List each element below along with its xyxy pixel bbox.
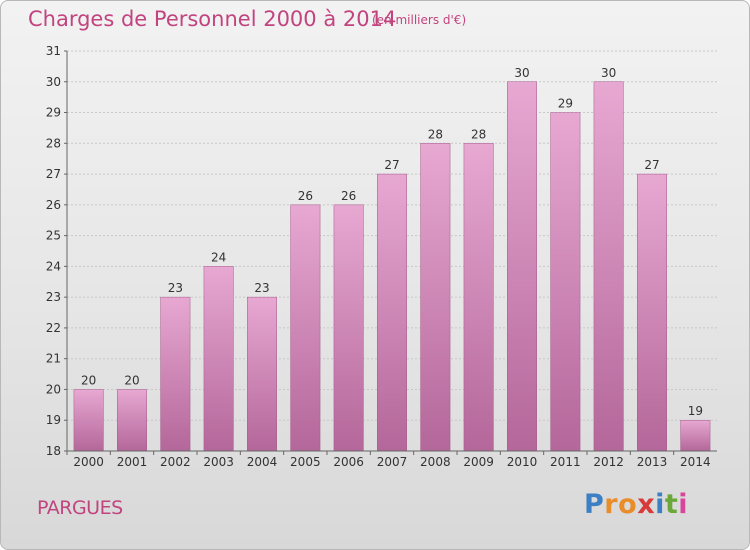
bar [507, 81, 537, 452]
x-tick-label: 2001 [117, 455, 148, 469]
bar [680, 419, 711, 452]
proxiti-logo: Proxiti [584, 489, 688, 520]
logo-letter: x [637, 489, 656, 520]
x-tick-label: 2010 [507, 455, 538, 469]
bar-value-label: 27 [644, 158, 659, 172]
y-tick-label: 29 [46, 106, 61, 120]
bar [333, 204, 364, 452]
x-tick-label: 2007 [377, 455, 408, 469]
x-tick-label: 2004 [247, 455, 278, 469]
bar-value-label: 19 [688, 404, 703, 418]
y-tick-label: 26 [46, 198, 61, 212]
x-tick-label: 2012 [593, 455, 624, 469]
bar [247, 296, 277, 452]
bar-value-label: 24 [211, 250, 226, 264]
y-tick-label: 25 [46, 229, 61, 243]
y-tick-label: 28 [46, 136, 61, 150]
bar [593, 81, 624, 452]
chart-title: Charges de Personnel 2000 à 2014 [28, 7, 397, 31]
y-tick-label: 30 [46, 75, 61, 89]
bars: 20 20 23 24 23 26 26 27 28 28 30 29 30 27 19 [73, 66, 711, 452]
logo-letter: P [584, 489, 605, 520]
y-tick-label: 18 [46, 444, 61, 458]
axes: 18 19 20 21 22 23 24 25 26 27 28 29 30 31 2000 2001 2002… [46, 44, 717, 469]
x-tick-label: 2009 [463, 455, 494, 469]
bar [637, 173, 667, 452]
x-tick-label: 2003 [203, 455, 234, 469]
bar-value-label: 30 [601, 66, 616, 80]
x-tick-label: 2005 [290, 455, 321, 469]
bar [203, 266, 234, 452]
bar [117, 389, 147, 452]
y-tick-label: 23 [46, 290, 61, 304]
bar [290, 204, 321, 452]
bar-value-label: 28 [471, 127, 486, 141]
x-tick-label: 2013 [637, 455, 668, 469]
bar-value-label: 26 [298, 189, 313, 203]
bar [550, 112, 581, 452]
bar-value-label: 20 [124, 373, 139, 387]
logo-letter: r [604, 489, 619, 520]
bar [160, 296, 191, 452]
x-tick-label: 2000 [73, 455, 104, 469]
logo-letter: o [618, 489, 638, 520]
chart-subtitle: (en milliers d'€) [372, 13, 467, 27]
logo-letter: i [655, 489, 665, 520]
logo-letter: t [664, 489, 679, 520]
bar-value-label: 23 [168, 281, 183, 295]
x-tick-label: 2002 [160, 455, 191, 469]
bar [377, 173, 407, 452]
bar-value-label: 26 [341, 189, 356, 203]
y-tick-label: 24 [46, 259, 61, 273]
bar [73, 389, 104, 452]
logo-letter: i [678, 489, 689, 520]
y-tick-label: 22 [46, 321, 61, 335]
bar-value-label: 28 [428, 127, 443, 141]
y-tick-label: 19 [46, 413, 61, 427]
y-tick-label: 27 [46, 167, 61, 181]
y-tick-label: 20 [46, 382, 61, 396]
y-tick-label: 21 [46, 352, 61, 366]
bar [420, 143, 451, 452]
x-tick-label: 2014 [680, 455, 711, 469]
bar-value-label: 23 [254, 281, 269, 295]
bar-value-label: 30 [514, 66, 529, 80]
x-tick-label: 2008 [420, 455, 451, 469]
x-tick-label: 2011 [550, 455, 581, 469]
x-tick-label: 2006 [333, 455, 364, 469]
bar-value-label: 20 [81, 373, 96, 387]
commune-name: PARGUES [37, 497, 123, 519]
y-tick-label: 31 [46, 44, 61, 58]
bar-value-label: 29 [558, 97, 573, 111]
bar-value-label: 27 [384, 158, 399, 172]
bar [463, 143, 494, 452]
